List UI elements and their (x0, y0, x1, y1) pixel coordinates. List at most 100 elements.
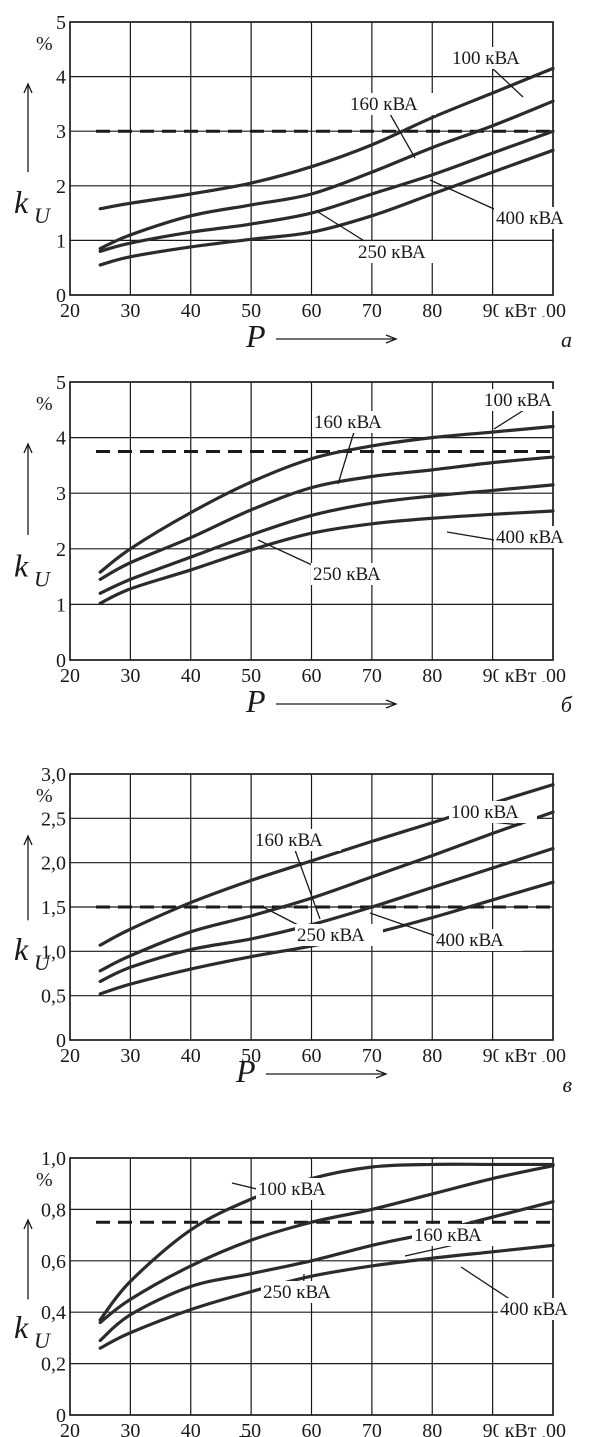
series-label: 250 кВА (263, 1282, 331, 1303)
series-line-2 (98, 99, 555, 251)
series-label: 160 кВА (255, 830, 323, 851)
x-tick-label: 70 (362, 665, 382, 687)
label-background (450, 47, 538, 69)
y-tick-label: 0,2 (41, 1354, 66, 1376)
chart-panel-4: 100 кВА 160 кВА 250 кВА 400 кВА 20 30 40 50 60 70… (14, 1148, 586, 1437)
series-label: 100 кВА (451, 802, 519, 823)
x-tick-label: 40 (181, 300, 201, 322)
x-tick-label: 20 (60, 1045, 80, 1067)
y-tick-label: 1,0 (41, 941, 66, 963)
label-leader-line (493, 409, 525, 430)
x-tick-label: 80 (422, 1045, 442, 1067)
panel-label: б (561, 692, 573, 717)
x-axis-arrowhead (385, 334, 398, 344)
chart-panel-3: 100 кВА 160 кВА 250 кВА 400 кВА 20 30 40 50 60 70… (14, 764, 572, 1097)
label-background (295, 924, 383, 946)
label-leader-line (404, 1244, 455, 1257)
x-tick-label: 30 (120, 1420, 140, 1437)
series-label: 250 кВА (297, 925, 365, 946)
y-tick-label: 0,6 (41, 1251, 66, 1273)
x-tick-label: 90 (483, 665, 503, 687)
series-line-4 (98, 148, 555, 267)
y-axis-label-subscript: U (34, 1328, 52, 1353)
series-line-2 (98, 455, 555, 581)
y-axis-arrowhead (23, 82, 33, 94)
x-tick-label: 80 (422, 1420, 442, 1437)
series-label: 100 кВА (258, 1179, 326, 1200)
x-axis-label: P (245, 683, 266, 719)
series-label: 400 кВА (496, 208, 564, 229)
y-tick-label: 5 (56, 372, 66, 394)
label-leader-line (389, 113, 416, 159)
x-tick-label: 100 (536, 665, 566, 687)
y-axis-arrowhead (23, 834, 33, 846)
x-tick-label: 80 (422, 300, 442, 322)
x-tick-label: 50 (241, 665, 261, 687)
series-line-4 (98, 1243, 555, 1350)
series-line-3 (98, 846, 555, 984)
label-background (253, 829, 341, 851)
series-line-3 (98, 1200, 555, 1343)
plot-frame (69, 773, 554, 1041)
y-tick-label: 3,0 (41, 764, 66, 786)
series-label: 160 кВА (314, 412, 382, 433)
series-label: 400 кВА (496, 527, 564, 548)
label-background (312, 411, 400, 433)
x-tick-label: 100 (536, 1420, 566, 1437)
label-background (449, 801, 537, 823)
unit-background (498, 1044, 543, 1066)
y-tick-label: 0,4 (41, 1302, 66, 1324)
unit-background (498, 1419, 543, 1437)
label-background (482, 389, 570, 411)
unit-background (498, 299, 543, 321)
label-background (311, 563, 399, 585)
x-axis-label: P (235, 1053, 256, 1089)
x-axis-arrowhead (375, 1069, 388, 1079)
y-tick-label: 0 (56, 650, 66, 672)
unit-background (498, 664, 543, 686)
y-tick-label: 1,0 (41, 1148, 66, 1170)
x-tick-label: 90 (483, 300, 503, 322)
y-tick-label: 1 (56, 594, 66, 616)
label-leader-line (294, 849, 321, 920)
label-leader-line (491, 67, 524, 98)
x-tick-label: 100 (536, 1045, 566, 1067)
series-line-4 (98, 880, 555, 996)
label-background (348, 93, 436, 115)
y-unit-label: % (36, 785, 53, 807)
plot-frame (69, 21, 554, 296)
y-unit-label: % (36, 33, 53, 55)
y-tick-label: 2,0 (41, 853, 66, 875)
y-tick-label: 4 (56, 67, 66, 89)
y-tick-label: 0 (56, 285, 66, 307)
x-tick-label: 30 (120, 300, 140, 322)
y-axis-label-subscript: U (34, 567, 52, 592)
label-background (498, 1298, 586, 1320)
label-background (434, 929, 522, 951)
y-axis-label: k (14, 548, 29, 584)
series-label: 250 кВА (313, 564, 381, 585)
y-tick-label: 0 (56, 1405, 66, 1427)
y-axis-label: k (14, 931, 29, 967)
y-axis-label-subscript: U (34, 203, 52, 228)
y-unit-label: % (36, 393, 53, 415)
y-axis-label-subscript: U (34, 950, 52, 975)
y-tick-label: 0 (56, 1030, 66, 1052)
x-tick-label: 50 (241, 1045, 261, 1067)
x-tick-label: 50 (241, 300, 261, 322)
x-tick-label: 60 (302, 300, 322, 322)
plot-frame (69, 1157, 554, 1416)
series-line-1 (98, 66, 555, 211)
label-background (494, 207, 582, 229)
series-label: 250 кВА (358, 242, 426, 263)
y-axis-arrowhead (23, 1218, 33, 1230)
panel-label: г (563, 1431, 572, 1437)
x-tick-label: 50 (241, 1420, 261, 1437)
y-tick-label: 3 (56, 483, 66, 505)
x-tick-label: 30 (120, 665, 140, 687)
x-tick-label: 40 (181, 1420, 201, 1437)
y-unit-label: % (36, 1169, 53, 1191)
label-background (356, 241, 444, 263)
